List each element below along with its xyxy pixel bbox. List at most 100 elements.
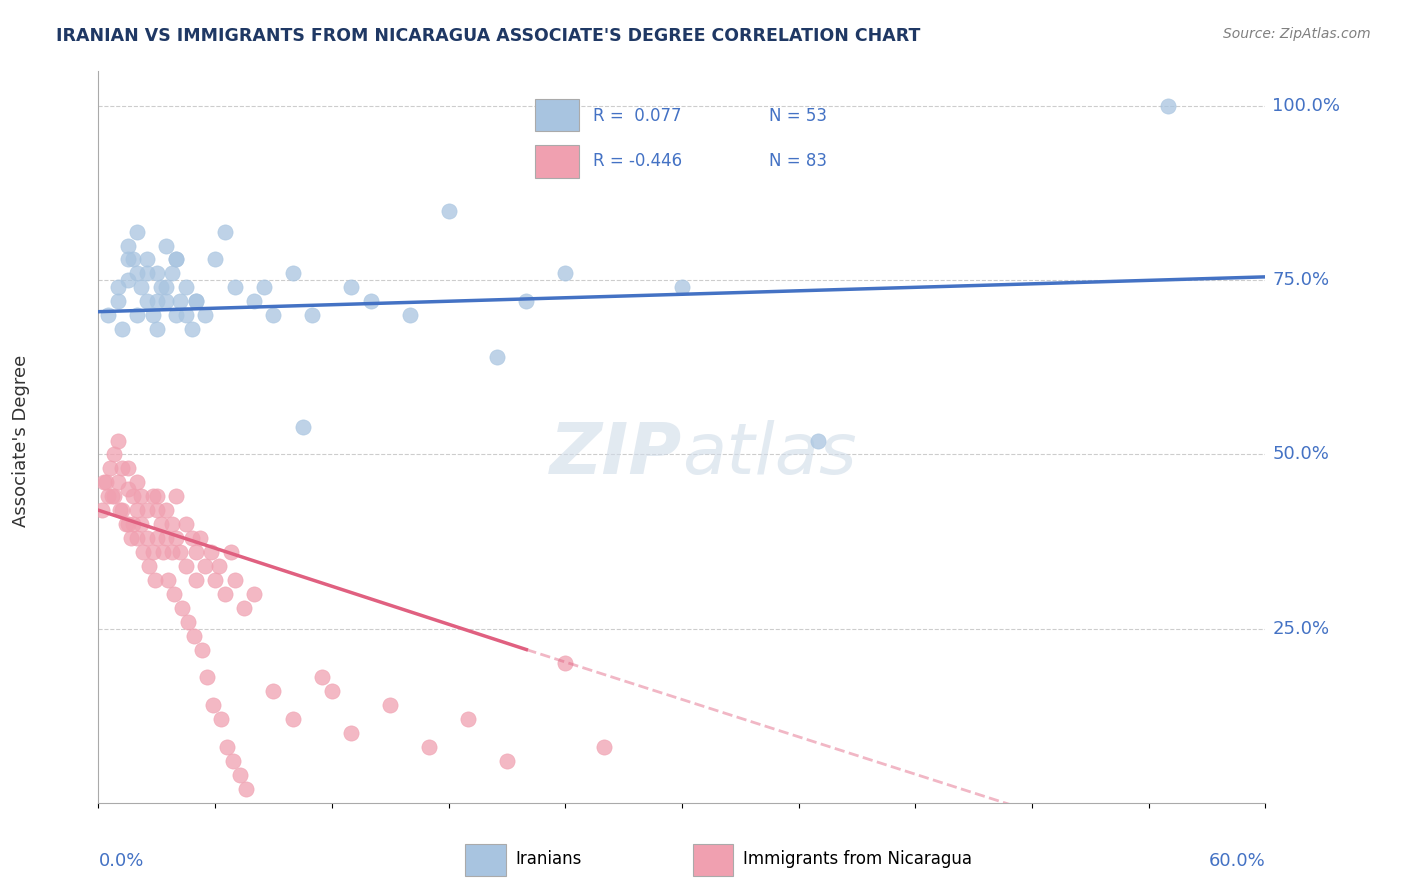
Point — [114, 517, 136, 532]
Point — [184, 294, 207, 309]
Text: N = 83: N = 83 — [769, 152, 827, 169]
Point — [340, 280, 363, 294]
Point — [177, 615, 200, 629]
Point — [360, 294, 382, 309]
Point — [321, 684, 343, 698]
Point — [165, 308, 187, 322]
Text: Source: ZipAtlas.com: Source: ZipAtlas.com — [1223, 27, 1371, 41]
Point — [155, 503, 177, 517]
Point — [180, 531, 202, 545]
Point — [163, 587, 186, 601]
Point — [204, 252, 226, 267]
Point — [91, 503, 114, 517]
Point — [495, 754, 517, 768]
Bar — [534, 99, 579, 131]
Point — [209, 712, 232, 726]
Text: R = -0.446: R = -0.446 — [593, 152, 682, 169]
Point — [174, 558, 197, 573]
Point — [235, 781, 257, 796]
Point — [127, 503, 149, 517]
Point — [129, 489, 152, 503]
Point — [157, 573, 180, 587]
Point — [215, 740, 238, 755]
Point — [554, 657, 576, 671]
Point — [190, 642, 212, 657]
Point — [204, 573, 226, 587]
Point — [107, 280, 129, 294]
Text: Iranians: Iranians — [516, 849, 582, 868]
Point — [165, 252, 187, 267]
Point — [136, 266, 159, 280]
Point — [593, 740, 616, 755]
Point — [111, 322, 134, 336]
Point — [142, 545, 165, 559]
Point — [1157, 99, 1180, 113]
Point — [138, 558, 160, 573]
Point — [253, 280, 276, 294]
Point — [117, 273, 139, 287]
Point — [224, 280, 246, 294]
Point — [107, 294, 129, 309]
Point — [111, 461, 134, 475]
Point — [162, 517, 184, 532]
Point — [221, 754, 243, 768]
Point — [169, 545, 191, 559]
Point — [418, 740, 440, 755]
Point — [194, 308, 217, 322]
Point — [169, 294, 191, 309]
Point — [174, 308, 197, 322]
Point — [117, 461, 139, 475]
Point — [129, 517, 152, 532]
Point — [121, 531, 143, 545]
Point — [224, 573, 246, 587]
Point — [146, 531, 169, 545]
Point — [108, 503, 131, 517]
Point — [233, 600, 256, 615]
Point — [98, 461, 121, 475]
Point — [184, 294, 207, 309]
Text: ZIP: ZIP — [550, 420, 682, 489]
Point — [127, 475, 149, 490]
Point — [281, 712, 304, 726]
Point — [149, 280, 172, 294]
Point — [97, 489, 120, 503]
Point — [243, 294, 266, 309]
Point — [486, 350, 509, 364]
Point — [165, 489, 187, 503]
Point — [155, 238, 177, 252]
Bar — [534, 145, 579, 178]
Point — [136, 252, 159, 267]
Point — [127, 308, 149, 322]
Point — [111, 503, 134, 517]
Point — [457, 712, 479, 726]
Point — [146, 503, 169, 517]
Point — [291, 419, 314, 434]
Point — [127, 266, 149, 280]
Point — [143, 573, 166, 587]
Point — [195, 670, 218, 684]
Point — [807, 434, 830, 448]
Point — [146, 489, 169, 503]
Point — [107, 434, 129, 448]
Point — [515, 294, 537, 309]
Point — [162, 545, 184, 559]
Point — [155, 531, 177, 545]
Point — [184, 573, 207, 587]
Point — [96, 475, 118, 490]
Point — [136, 531, 159, 545]
Point — [214, 225, 236, 239]
Point — [162, 266, 184, 280]
Point — [174, 517, 197, 532]
Text: 25.0%: 25.0% — [1272, 620, 1330, 638]
Point — [93, 475, 115, 490]
Text: Associate's Degree: Associate's Degree — [13, 354, 31, 526]
Point — [165, 531, 187, 545]
Point — [146, 322, 169, 336]
Point — [281, 266, 304, 280]
Point — [188, 531, 211, 545]
Point — [129, 280, 152, 294]
Point — [103, 448, 125, 462]
Text: Immigrants from Nicaragua: Immigrants from Nicaragua — [744, 849, 973, 868]
Text: R =  0.077: R = 0.077 — [593, 107, 682, 125]
Point — [146, 294, 169, 309]
